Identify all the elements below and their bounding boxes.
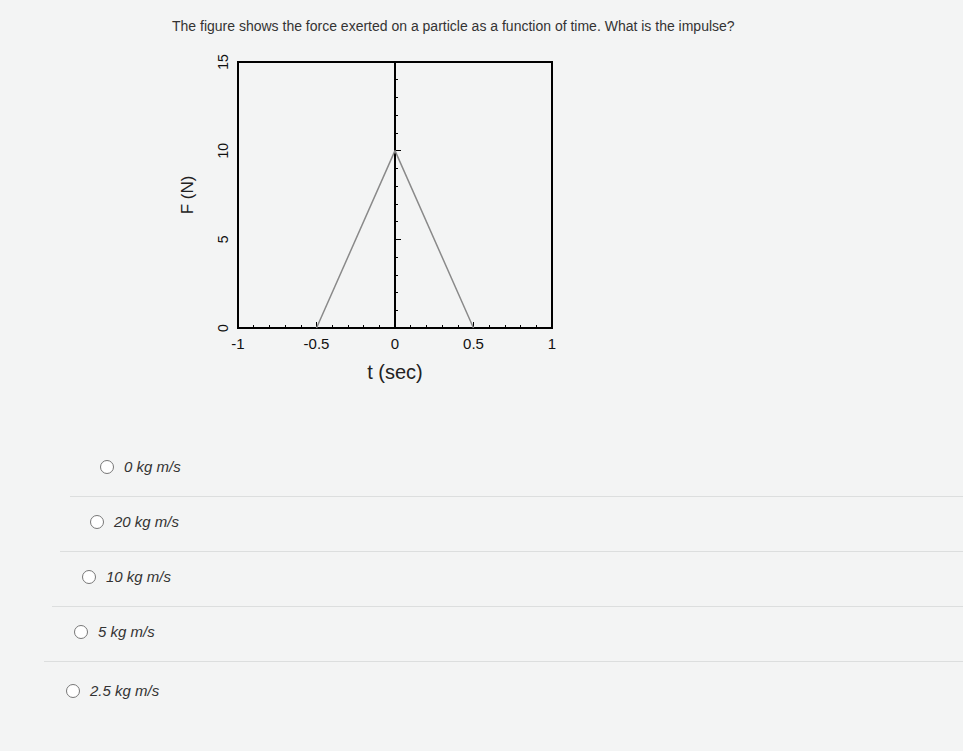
svg-text:0.5: 0.5	[463, 335, 484, 352]
html-text:5 kg m/s: 5 kg m/s	[98, 623, 155, 640]
svg-text:0: 0	[215, 324, 231, 332]
svg-text:-0.5: -0.5	[304, 335, 330, 352]
svg-text:1: 1	[548, 335, 556, 352]
svg-text:0: 0	[391, 335, 399, 352]
html-text:The figure shows the force exe: The figure shows the force exerted on a …	[172, 18, 735, 34]
html-text:0 kg m/s: 0 kg m/s	[124, 458, 181, 475]
svg-text:F (N): F (N)	[178, 176, 197, 215]
svg-text:10: 10	[215, 143, 231, 159]
html-text:20 kg m/s: 20 kg m/s	[114, 513, 179, 530]
svg-text:5: 5	[215, 235, 231, 243]
html-text:2.5 kg m/s: 2.5 kg m/s	[90, 682, 160, 699]
svg-text:-1: -1	[231, 335, 244, 352]
svg-text:15: 15	[215, 54, 231, 70]
html-text:10 kg m/s: 10 kg m/s	[106, 568, 171, 585]
svg-text:t (sec): t (sec)	[367, 361, 423, 383]
